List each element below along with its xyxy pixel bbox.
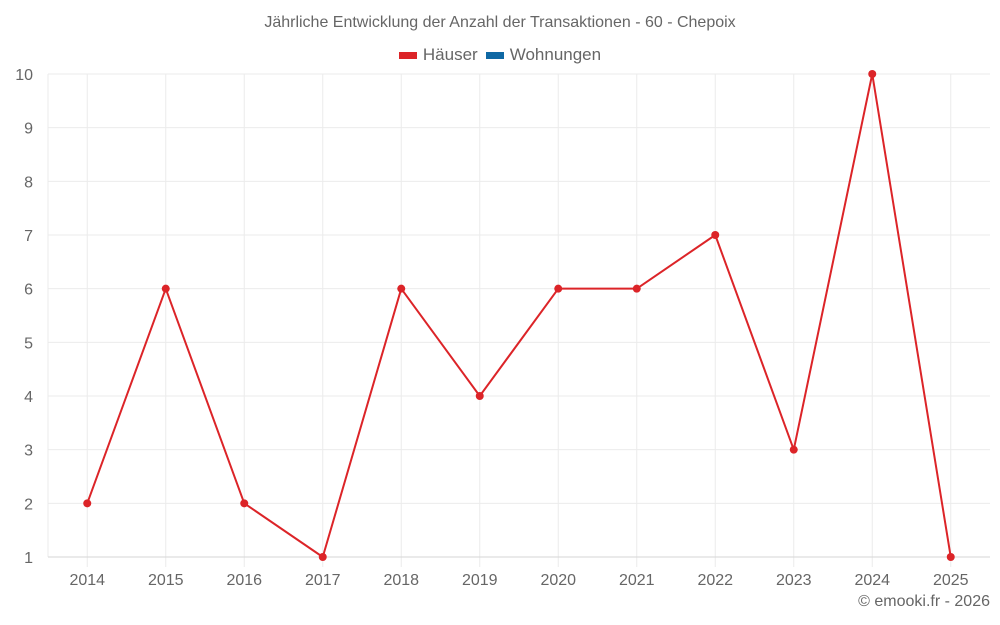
legend-item-wohnungen[interactable]: Wohnungen [485, 45, 602, 65]
y-gridlines [48, 73, 990, 504]
legend: Häuser Wohnungen [0, 45, 1000, 65]
axes [47, 74, 990, 558]
x-tick-label: 2018 [383, 572, 419, 589]
data-point[interactable] [475, 392, 484, 400]
x-tick-label: 2019 [462, 572, 498, 589]
data-point[interactable] [240, 499, 249, 508]
legend-label-wohnungen: Wohnungen [509, 45, 602, 64]
y-axis-labels: 1 2 3 4 5 6 7 8 9 10 [15, 67, 33, 567]
x-tick-label: 2021 [619, 572, 655, 589]
credits[interactable]: © emooki.fr - 2026 [858, 593, 990, 610]
x-gridlines [86, 74, 952, 567]
y-tick-label: 3 [24, 443, 33, 460]
x-tick-label: 2022 [697, 572, 733, 589]
y-tick-label: 4 [24, 389, 33, 406]
y-tick-label: 8 [24, 174, 33, 191]
data-point[interactable] [711, 231, 720, 239]
data-point[interactable] [946, 553, 955, 561]
data-point[interactable] [397, 284, 406, 293]
data-point[interactable] [83, 499, 92, 508]
y-tick-label: 1 [24, 550, 33, 567]
y-tick-label: 6 [24, 282, 33, 299]
series-line [86, 73, 952, 558]
chart-title: Jährliche Entwicklung der Anzahl der Tra… [264, 14, 736, 31]
y-tick-label: 5 [24, 335, 33, 352]
legend-label-hauser: Häuser [422, 45, 478, 64]
x-tick-label: 2017 [305, 572, 341, 589]
y-tick-label: 7 [24, 228, 33, 245]
y-tick-label: 2 [24, 496, 33, 513]
legend-item-hauser[interactable]: Häuser [398, 45, 478, 65]
x-tick-label: 2020 [540, 572, 576, 589]
series-hauser [83, 70, 955, 561]
x-tick-label: 2023 [776, 572, 812, 589]
legend-swatch-blue-icon [485, 51, 504, 59]
y-tick-label: 10 [15, 67, 33, 84]
data-point[interactable] [318, 553, 327, 561]
x-tick-label: 2016 [226, 572, 262, 589]
x-axis-labels: 2014 2015 2016 2017 2018 2019 2020 2021 2022 2023… [69, 572, 968, 589]
x-tick-label: 2014 [69, 572, 105, 589]
data-point[interactable] [161, 284, 170, 293]
x-tick-label: 2015 [148, 572, 184, 589]
data-point[interactable] [868, 70, 877, 78]
y-tick-label: 9 [24, 121, 33, 138]
data-point[interactable] [789, 445, 798, 454]
data-point[interactable] [554, 284, 563, 293]
data-point[interactable] [632, 284, 641, 293]
x-tick-label: 2024 [854, 572, 890, 589]
x-tick-label: 2025 [933, 572, 969, 589]
legend-swatch-red-icon [398, 51, 417, 59]
